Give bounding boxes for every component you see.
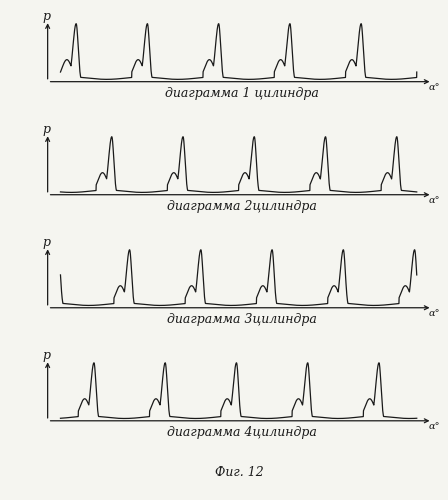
Text: диаграмма 3цилиндра: диаграмма 3цилиндра bbox=[167, 313, 317, 326]
Text: α°: α° bbox=[429, 83, 440, 92]
Text: p: p bbox=[42, 349, 50, 362]
Text: α°: α° bbox=[429, 309, 440, 318]
Text: α°: α° bbox=[429, 422, 440, 431]
Text: диаграмма 1 цилиндра: диаграмма 1 цилиндра bbox=[165, 87, 319, 100]
Text: α°: α° bbox=[429, 196, 440, 205]
Text: p: p bbox=[42, 10, 50, 23]
Text: диаграмма 4цилиндра: диаграмма 4цилиндра bbox=[167, 426, 317, 439]
Text: p: p bbox=[42, 123, 50, 136]
Text: диаграмма 2цилиндра: диаграмма 2цилиндра bbox=[167, 200, 317, 213]
Text: Фиг. 12: Фиг. 12 bbox=[215, 466, 264, 479]
Text: p: p bbox=[42, 236, 50, 249]
